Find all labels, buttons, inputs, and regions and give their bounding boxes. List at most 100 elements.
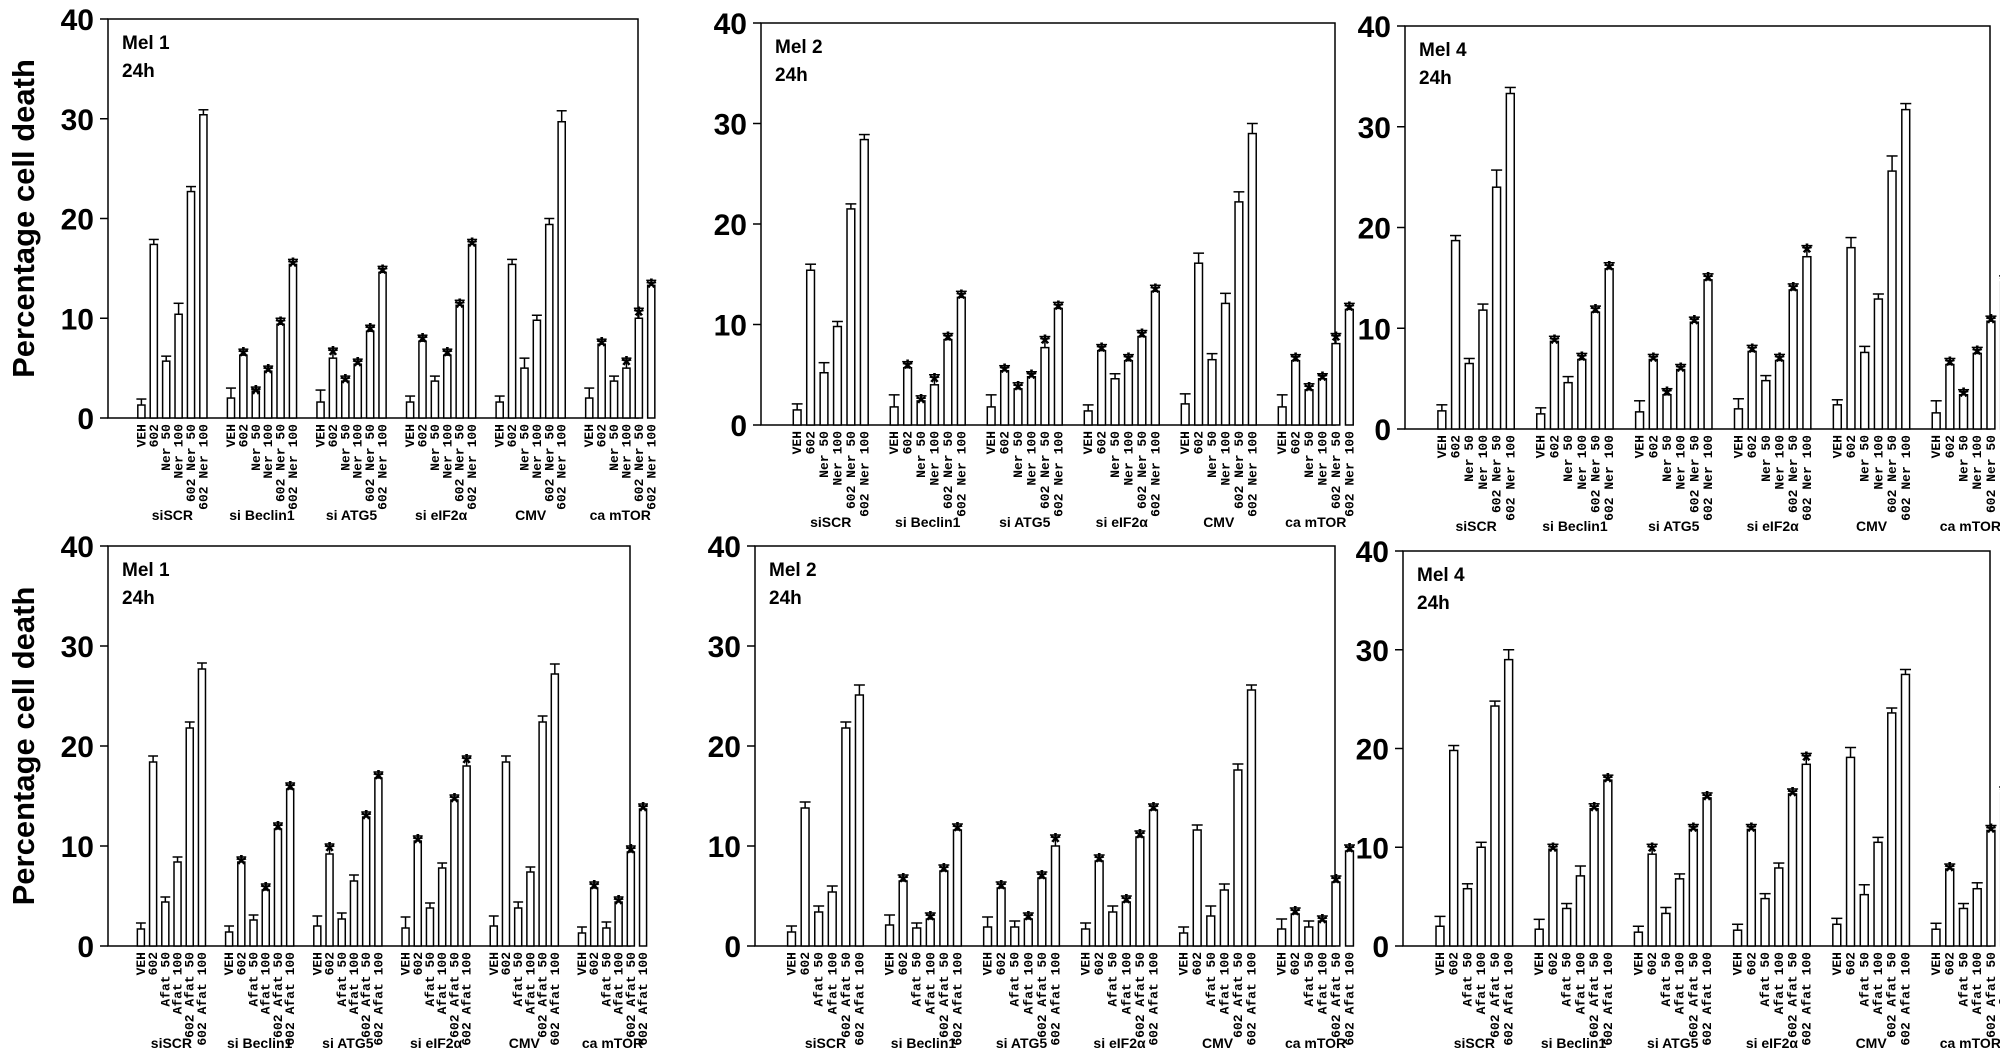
significance-asterisk: * [597, 331, 608, 361]
group-label: CMV [1856, 1035, 1888, 1051]
bar-group-2: VEH * 602 * Ner 50 * Ner 100 * 602 Ner 50 * 602 Ne… [984, 294, 1066, 530]
bar [1246, 689, 1257, 947]
bar [1746, 828, 1757, 947]
bar [792, 409, 802, 426]
x-tick-label: 602 Afat 50 [1133, 952, 1148, 1038]
significance-asterisk: * [646, 272, 657, 302]
group-label: siSCR [1454, 1035, 1495, 1051]
chart-panel-4: 0 10 20 30 40 Percentage cell death Mel 1 24h VE… [6, 531, 651, 1051]
significance-asterisk: * [614, 889, 625, 919]
x-tick-label: Afat 50 [1659, 952, 1674, 1007]
group-label: si Beclin1 [895, 514, 961, 530]
significance-asterisk: * [1604, 255, 1615, 285]
x-tick-label: VEH [314, 424, 329, 447]
chart-subtitle: 24h [769, 588, 802, 609]
bar [1040, 346, 1050, 426]
significance-asterisk: * [1589, 796, 1600, 826]
significance-asterisk: * [1037, 864, 1048, 894]
significance-asterisk: * [1317, 908, 1328, 938]
y-axis-label: Percentage cell death [6, 587, 41, 906]
significance-asterisk: * [1050, 827, 1061, 857]
x-tick-label: 602 [1288, 952, 1303, 976]
significance-asterisk: * [417, 327, 428, 357]
bar [1873, 841, 1883, 947]
bar [1135, 836, 1145, 947]
group-label: CMV [1203, 514, 1235, 530]
x-tick-label: Afat 100 [1573, 952, 1588, 1015]
x-tick-label: Afat 50 [1460, 952, 1475, 1007]
bar [550, 673, 560, 947]
bar [1193, 262, 1204, 426]
significance-asterisk: * [1774, 346, 1785, 376]
bar [1647, 853, 1657, 947]
chart-subtitle: 24h [1417, 593, 1450, 614]
x-tick-label: VEH [1929, 435, 1944, 458]
x-tick-label: 602 Afat 50 [937, 952, 952, 1038]
x-tick-label: Afat 100 [1474, 952, 1489, 1015]
bar [1462, 887, 1473, 947]
bar [1802, 255, 1812, 430]
bar [952, 829, 963, 947]
bar [1561, 907, 1572, 947]
x-tick-label: 602 Afat 50 [839, 952, 854, 1038]
chart-title: Mel 1 [122, 33, 170, 54]
bar [374, 777, 383, 947]
group-label: si eIF2α [415, 507, 468, 523]
significance-asterisk: * [251, 379, 262, 409]
x-tick-label: 602 [323, 952, 338, 976]
x-tick-label: 602 Ner 50 [1984, 435, 1999, 513]
x-tick-label: 602 [234, 952, 249, 976]
y-tick-label: 0 [77, 403, 94, 436]
bar [148, 761, 158, 947]
y-axis-label: Percentage cell death [6, 59, 41, 378]
bar [912, 927, 922, 947]
x-tick-label: 602 Afat 100 [1343, 952, 1358, 1046]
bar [1080, 928, 1091, 947]
y-tick-label: 10 [714, 310, 747, 343]
x-tick-label: Afat 50 [1204, 952, 1219, 1007]
x-tick-label: Ner 50 [1759, 435, 1774, 482]
x-tick-label: Ner 50 [1660, 435, 1675, 482]
x-tick-label: Ner 50 [1462, 435, 1477, 482]
significance-asterisk: * [1137, 323, 1148, 353]
bar [285, 788, 295, 947]
x-tick-label: Ner 50 [1108, 431, 1123, 478]
x-tick-label: 602 [1745, 435, 1760, 459]
x-tick-label: Ner 100 [261, 424, 276, 479]
x-tick-label: VEH [399, 952, 414, 975]
bar [1304, 926, 1314, 947]
y-tick-label: 10 [1358, 313, 1391, 346]
significance-asterisk: * [638, 796, 649, 826]
significance-asterisk: * [288, 251, 299, 281]
significance-asterisk: * [903, 354, 914, 384]
bar [1276, 928, 1287, 947]
bar-group-2: VEH * 602 * Ner 50 * Ner 100 * 602 Ner 50 * 602 Ne… [314, 258, 391, 523]
x-tick-label: Ner 100 [1218, 431, 1233, 486]
x-tick-label: 602 Afat 100 [1700, 952, 1715, 1046]
y-tick-label: 40 [1356, 536, 1389, 569]
significance-asterisk: * [943, 326, 954, 356]
significance-asterisk: * [276, 310, 287, 340]
x-tick-label: VEH [1633, 435, 1648, 458]
bar [1931, 412, 1941, 430]
group-label: si eIF2α [1747, 518, 1800, 534]
x-tick-label: 602 Ner 50 [1786, 435, 1801, 513]
x-tick-label: Ner 100 [351, 424, 366, 479]
x-tick-label: 602 Ner 50 [1135, 431, 1150, 509]
x-tick-label: 602 [1645, 952, 1660, 976]
x-tick-label: Ner 50 [517, 424, 532, 471]
x-tick-label: Afat 50 [1956, 952, 1971, 1007]
x-tick-label: 602 Afat 50 [1885, 952, 1900, 1038]
bar-group-5: VEH * 602 * Ner 50 * Ner 100 * 602 Ner 50 * 602 Ne… [1275, 295, 1357, 530]
significance-asterisk: * [1148, 796, 1159, 826]
significance-asterisk: * [340, 368, 351, 398]
bar [1505, 92, 1515, 430]
significance-asterisk: * [273, 815, 284, 845]
x-tick-label: VEH [1631, 952, 1646, 975]
bar [1247, 132, 1257, 426]
group-label: ca mTOR [590, 507, 651, 523]
